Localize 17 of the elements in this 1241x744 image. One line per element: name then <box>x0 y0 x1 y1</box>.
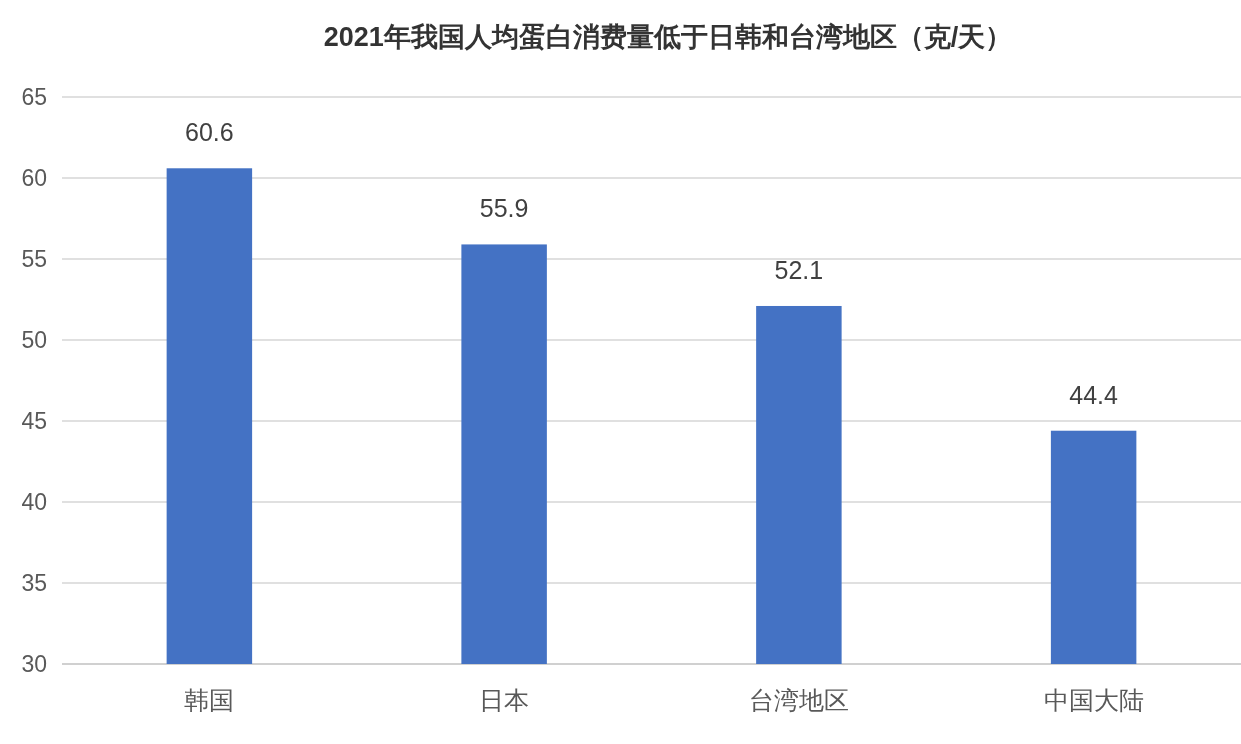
data-label: 60.6 <box>185 118 234 147</box>
x-tick-label: 台湾地区 <box>748 687 849 714</box>
y-tick-label: 45 <box>21 408 47 434</box>
x-tick-label: 日本 <box>479 687 530 714</box>
data-label: 52.1 <box>774 255 824 284</box>
y-tick-label: 40 <box>21 489 47 515</box>
y-tick-label: 50 <box>21 327 47 353</box>
y-tick-label: 65 <box>21 84 47 110</box>
data-label: 44.4 <box>1069 380 1119 409</box>
y-tick-label: 30 <box>21 651 47 677</box>
chart-title: 2021年我国人均蛋白消费量低于日韩和台湾地区（克/天） <box>323 22 1013 52</box>
x-tick-label: 中国大陆 <box>1043 687 1144 714</box>
data-label: 55.9 <box>479 194 529 223</box>
y-tick-label: 55 <box>21 246 47 272</box>
y-tick-label: 60 <box>21 165 47 191</box>
y-tick-label: 35 <box>21 570 47 596</box>
x-tick-label: 韩国 <box>184 687 235 714</box>
